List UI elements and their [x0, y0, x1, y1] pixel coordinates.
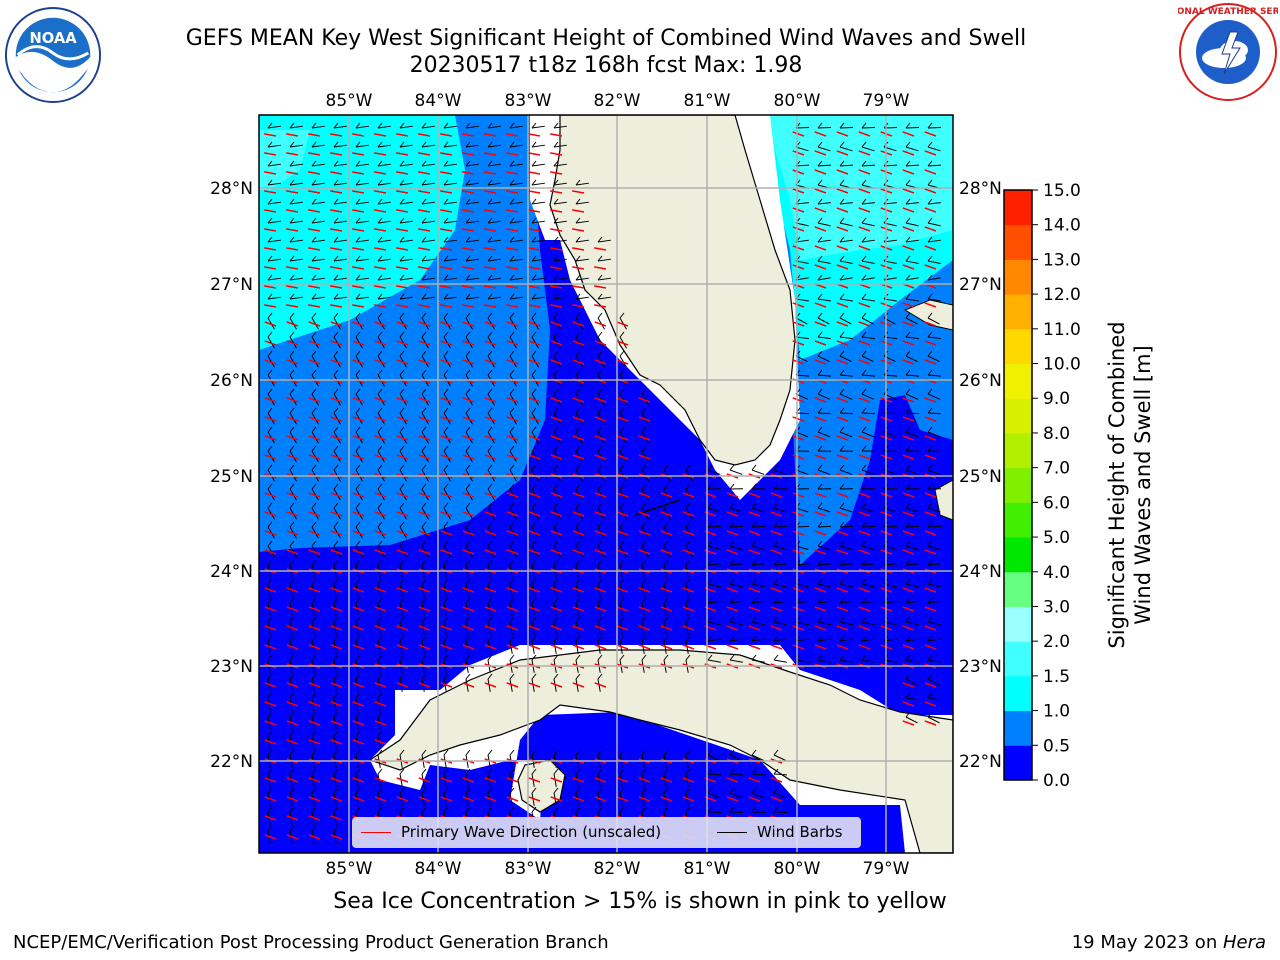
- colorbar-tick-label: 14.0: [1043, 216, 1081, 236]
- legend-wind-barbs: Wind Barbs: [717, 823, 842, 841]
- lat-label-right: 26°N: [959, 371, 1002, 391]
- colorbar-swatch: [1004, 190, 1032, 226]
- lat-label-left: 23°N: [210, 657, 253, 677]
- colorbar-swatch: [1004, 641, 1032, 677]
- colorbar-tick-label: 1.5: [1043, 667, 1070, 687]
- colorbar-tick-label: 10.0: [1043, 355, 1081, 375]
- lon-label-top: 80°W: [774, 91, 821, 111]
- lon-label-top: 85°W: [326, 91, 373, 111]
- lon-label-top: 79°W: [863, 91, 910, 111]
- lon-label-top: 82°W: [594, 91, 641, 111]
- colorbar-tick-label: 7.0: [1043, 459, 1070, 479]
- noaa-logo: NOAA: [4, 6, 102, 104]
- colorbar-swatch: [1004, 537, 1032, 573]
- colorbar-tick-label: 11.0: [1043, 320, 1081, 340]
- lat-label-right: 22°N: [959, 752, 1002, 772]
- lon-label-bottom: 83°W: [505, 859, 552, 879]
- svg-text:NOAA: NOAA: [29, 30, 77, 47]
- colorbar-tick-label: 1.0: [1043, 702, 1070, 722]
- legend-wave-direction: Primary Wave Direction (unscaled): [361, 823, 661, 841]
- colorbar-swatch: [1004, 710, 1032, 746]
- colorbar-swatch: [1004, 606, 1032, 642]
- wind-barb-swatch: [717, 832, 747, 833]
- land-isla-juventud: [517, 759, 566, 813]
- sea-ice-note: Sea Ice Concentration > 15% is shown in …: [333, 889, 947, 914]
- colorbar-swatch: [1004, 294, 1032, 330]
- lat-label-left: 28°N: [210, 179, 253, 199]
- colorbar-tick-label: 2.0: [1043, 632, 1070, 652]
- colorbar-swatch: [1004, 398, 1032, 434]
- lon-label-top: 81°W: [684, 91, 731, 111]
- sea-1.5-2.0-gulf: [259, 115, 465, 350]
- lon-label-bottom: 84°W: [415, 859, 462, 879]
- nws-logo: NATIONAL WEATHER SERVICE: [1178, 3, 1278, 101]
- colorbar-swatch: [1004, 224, 1032, 260]
- svg-text:NATIONAL WEATHER SERVICE: NATIONAL WEATHER SERVICE: [1178, 7, 1278, 17]
- wave-direction-swatch: [361, 832, 391, 833]
- colorbar-swatch: [1004, 259, 1032, 295]
- colorbar-tick-label: 5.0: [1043, 528, 1070, 548]
- vector-field: [264, 122, 942, 844]
- sea-2.0-3.0-gulf: [259, 130, 310, 190]
- chart-title: GEFS MEAN Key West Significant Height of…: [185, 26, 1027, 51]
- lat-label-left: 22°N: [210, 752, 253, 772]
- lat-label-right: 24°N: [959, 562, 1002, 582]
- colorbar-tick-label: 9.0: [1043, 389, 1070, 409]
- map-legend: Primary Wave Direction (unscaled) Wind B…: [352, 817, 861, 848]
- lat-label-left: 27°N: [210, 275, 253, 295]
- lat-label-left: 25°N: [210, 467, 253, 487]
- colorbar-swatch: [1004, 363, 1032, 399]
- colorbar-tick-label: 3.0: [1043, 597, 1070, 617]
- colorbar-tick-label: 15.0: [1043, 181, 1081, 201]
- footer-credit: NCEP/EMC/Verification Post Processing Pr…: [13, 932, 609, 953]
- colorbar-tick-label: 6.0: [1043, 493, 1070, 513]
- colorbar-swatch: [1004, 467, 1032, 503]
- colorbar-tick-label: 0.0: [1043, 771, 1070, 791]
- lon-label-bottom: 82°W: [594, 859, 641, 879]
- lat-label-right: 25°N: [959, 467, 1002, 487]
- lon-label-bottom: 81°W: [684, 859, 731, 879]
- lon-label-bottom: 80°W: [774, 859, 821, 879]
- colorbar: 0.0 0.5 1.0 1.5 2.0 3.0 4.0 5.0 6.0 7.0 8.0 9.0 10.0…: [1003, 181, 1081, 791]
- colorbar-tick-label: 4.0: [1043, 563, 1070, 583]
- lon-label-bottom: 79°W: [863, 859, 910, 879]
- land-cuba: [368, 649, 953, 853]
- lon-label-top: 83°W: [505, 91, 552, 111]
- colorbar-swatch: [1004, 571, 1032, 607]
- colorbar-label: Significant Height of Combined Wind Wave…: [1105, 321, 1155, 649]
- lon-label-bottom: 85°W: [326, 859, 373, 879]
- colorbar-swatch: [1004, 328, 1032, 365]
- colorbar-tick-label: 12.0: [1043, 285, 1081, 305]
- colorbar-swatch: [1004, 502, 1032, 538]
- footer-date: 19 May 2023 on Hera: [1071, 932, 1266, 953]
- lat-label-right: 23°N: [959, 657, 1002, 677]
- colorbar-tick-label: 13.0: [1043, 250, 1081, 270]
- colorbar-swatch: [1004, 745, 1032, 781]
- colorbar-swatch: [1004, 675, 1032, 712]
- lat-label-right: 28°N: [959, 179, 1002, 199]
- lat-label-right: 27°N: [959, 275, 1002, 295]
- lat-label-left: 24°N: [210, 562, 253, 582]
- colorbar-tick-label: 0.5: [1043, 736, 1070, 756]
- colorbar-tick-label: 8.0: [1043, 424, 1070, 444]
- lat-label-left: 26°N: [210, 371, 253, 391]
- colorbar-swatch: [1004, 432, 1032, 469]
- chart-subtitle: 20230517 t18z 168h fcst Max: 1.98: [409, 53, 803, 78]
- lon-label-top: 84°W: [415, 91, 462, 111]
